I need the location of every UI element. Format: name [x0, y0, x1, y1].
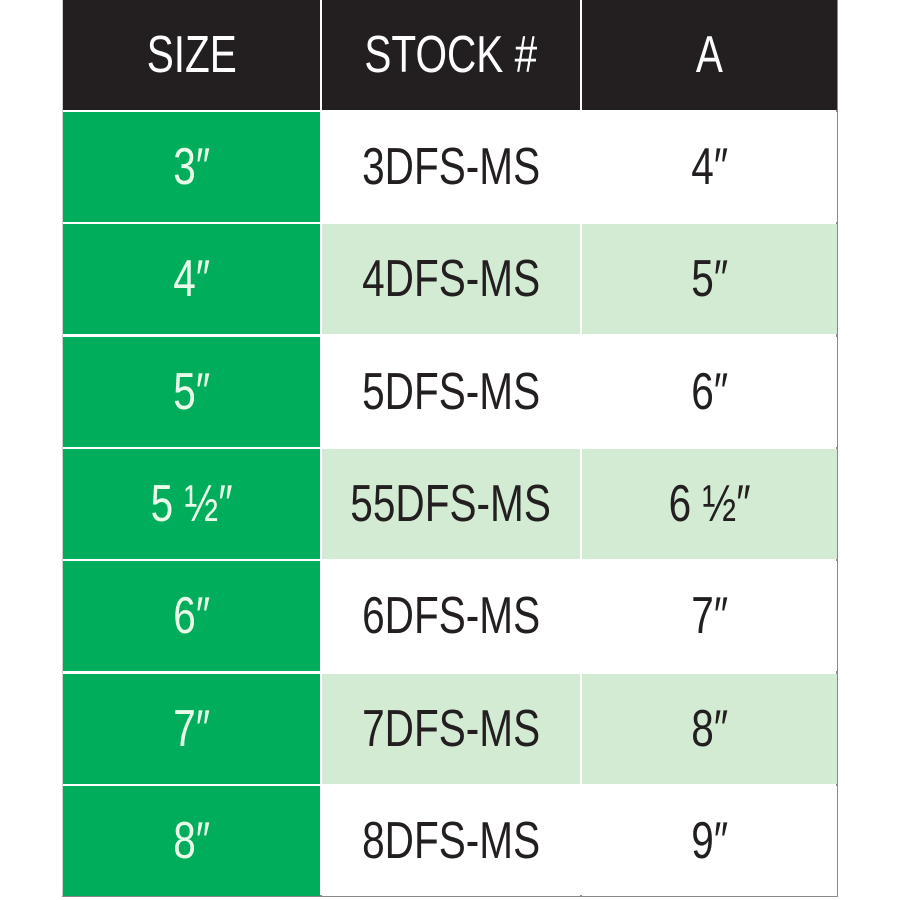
a-value: 4″: [690, 138, 728, 196]
cell-stock: 8DFS-MS: [322, 785, 580, 896]
header-stock: STOCK #: [322, 0, 580, 110]
size-value: 7″: [173, 699, 211, 758]
cell-stock: 55DFS-MS: [322, 448, 580, 559]
table-row: 7″ 7DFS-MS 8″: [63, 673, 837, 784]
stock-value: 8DFS-MS: [361, 811, 541, 870]
size-value: 5″: [173, 362, 211, 421]
header-a: A: [581, 0, 837, 110]
size-value: 5 ½″: [150, 474, 233, 533]
header-label: A: [695, 26, 723, 84]
cell-stock: 3DFS-MS: [322, 112, 580, 222]
header-row: SIZE STOCK # A: [63, 0, 837, 110]
cell-a: 5″: [581, 224, 837, 335]
cell-size: 4″: [63, 224, 321, 335]
stock-value: 6DFS-MS: [361, 587, 541, 646]
header-label: STOCK #: [364, 26, 538, 84]
size-table: SIZE STOCK # A 3″ 3DFS-MS 4″ 4″ 4DFS-MS 5″ 5″ 5…: [62, 0, 838, 897]
cell-a: 9″: [581, 785, 837, 896]
table-row: 5 ½″ 55DFS-MS 6 ½″: [63, 448, 837, 559]
size-value: 4″: [173, 250, 211, 309]
cell-stock: 4DFS-MS: [322, 224, 580, 335]
cell-stock: 5DFS-MS: [322, 336, 580, 447]
a-value: 6″: [690, 362, 728, 421]
a-value: 7″: [690, 587, 728, 646]
table-row: 8″ 8DFS-MS 9″: [63, 785, 837, 896]
a-value: 9″: [690, 811, 728, 870]
size-value: 3″: [173, 138, 211, 196]
stock-value: 7DFS-MS: [361, 699, 541, 758]
cell-a: 6 ½″: [581, 448, 837, 559]
cell-size: 8″: [63, 785, 321, 896]
table-row: 4″ 4DFS-MS 5″: [63, 224, 837, 335]
cell-size: 3″: [63, 112, 321, 222]
header-label: SIZE: [146, 26, 237, 84]
cell-size: 7″: [63, 673, 321, 784]
cell-size: 5″: [63, 336, 321, 447]
stock-value: 3DFS-MS: [361, 138, 541, 196]
table-row: 5″ 5DFS-MS 6″: [63, 336, 837, 447]
cell-a: 7″: [581, 561, 837, 672]
stock-value: 5DFS-MS: [361, 362, 541, 421]
size-value: 8″: [173, 811, 211, 870]
table-row: 6″ 6DFS-MS 7″: [63, 561, 837, 672]
stock-value: 55DFS-MS: [350, 474, 552, 533]
table-row: 3″ 3DFS-MS 4″: [63, 112, 837, 222]
cell-size: 6″: [63, 561, 321, 672]
cell-size: 5 ½″: [63, 448, 321, 559]
a-value: 8″: [690, 699, 728, 758]
cell-a: 4″: [581, 112, 837, 222]
cell-stock: 6DFS-MS: [322, 561, 580, 672]
cell-a: 6″: [581, 336, 837, 447]
header-size: SIZE: [63, 0, 321, 110]
a-value: 5″: [690, 250, 728, 309]
cell-stock: 7DFS-MS: [322, 673, 580, 784]
size-value: 6″: [173, 587, 211, 646]
a-value: 6 ½″: [668, 474, 751, 533]
stock-value: 4DFS-MS: [361, 250, 541, 309]
cell-a: 8″: [581, 673, 837, 784]
